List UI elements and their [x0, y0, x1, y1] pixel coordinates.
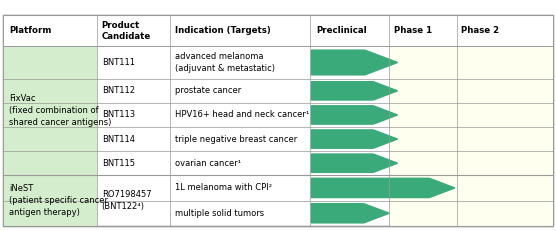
- Text: BNT115: BNT115: [102, 159, 135, 168]
- Text: FixVac
(fixed combination of
shared cancer antigens): FixVac (fixed combination of shared canc…: [9, 94, 112, 127]
- Text: 1L melanoma with CPI²: 1L melanoma with CPI²: [175, 183, 272, 192]
- Polygon shape: [311, 154, 398, 172]
- Polygon shape: [311, 178, 455, 198]
- Text: iNeST
(patient specific cancer
antigen therapy): iNeST (patient specific cancer antigen t…: [9, 184, 108, 217]
- Polygon shape: [311, 204, 389, 223]
- Polygon shape: [311, 130, 398, 148]
- Text: prostate cancer: prostate cancer: [175, 86, 241, 95]
- Polygon shape: [311, 50, 398, 75]
- Text: BNT113: BNT113: [102, 110, 135, 119]
- Text: Preclinical: Preclinical: [316, 26, 366, 35]
- Text: HPV16+ head and neck cancer¹: HPV16+ head and neck cancer¹: [175, 110, 309, 119]
- Bar: [389, 103, 553, 127]
- Bar: [389, 127, 553, 151]
- Text: Phase 1: Phase 1: [394, 26, 432, 35]
- Bar: [389, 46, 553, 79]
- Bar: [3, 15, 553, 46]
- Bar: [389, 79, 553, 103]
- Bar: [3, 46, 97, 175]
- Polygon shape: [311, 82, 398, 100]
- Polygon shape: [311, 106, 398, 124]
- Text: advanced melanoma
(adjuvant & metastatic): advanced melanoma (adjuvant & metastatic…: [175, 52, 275, 73]
- Text: BNT114: BNT114: [102, 135, 135, 144]
- Bar: [389, 151, 553, 175]
- Text: ovarian cancer¹: ovarian cancer¹: [175, 159, 241, 168]
- Text: Indication (Targets): Indication (Targets): [175, 26, 271, 35]
- Text: triple negative breast cancer: triple negative breast cancer: [175, 135, 297, 144]
- Text: BNT112: BNT112: [102, 86, 135, 95]
- Text: Product
Candidate: Product Candidate: [102, 21, 151, 41]
- Text: Platform: Platform: [9, 26, 52, 35]
- Bar: [389, 175, 553, 201]
- Text: Phase 2: Phase 2: [461, 26, 500, 35]
- Text: multiple solid tumors: multiple solid tumors: [175, 209, 264, 218]
- Text: RO7198457
(BNT122⁴): RO7198457 (BNT122⁴): [102, 190, 151, 211]
- Text: BNT111: BNT111: [102, 58, 135, 67]
- Bar: [389, 201, 553, 226]
- Bar: [3, 175, 97, 226]
